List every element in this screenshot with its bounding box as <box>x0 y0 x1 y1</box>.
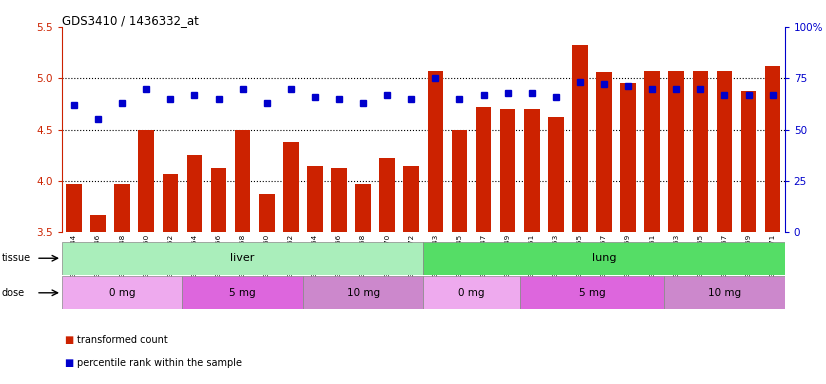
Text: ■: ■ <box>64 335 74 345</box>
Bar <box>183 276 303 309</box>
Bar <box>765 66 781 232</box>
Bar <box>741 91 757 232</box>
Bar <box>596 72 612 232</box>
Text: ■: ■ <box>64 358 74 368</box>
Bar <box>303 276 423 309</box>
Bar <box>548 117 563 232</box>
Bar <box>235 130 250 232</box>
Bar <box>66 184 82 232</box>
Bar <box>423 242 785 275</box>
Text: tissue: tissue <box>2 253 31 263</box>
Bar <box>500 109 515 232</box>
Text: 0 mg: 0 mg <box>458 288 485 298</box>
Text: transformed count: transformed count <box>77 335 168 345</box>
Text: dose: dose <box>2 288 25 298</box>
Bar <box>644 71 660 232</box>
Bar <box>668 71 684 232</box>
Bar <box>452 130 468 232</box>
Bar <box>114 184 130 232</box>
Bar <box>423 276 520 309</box>
Bar <box>717 71 733 232</box>
Text: 10 mg: 10 mg <box>347 288 380 298</box>
Bar <box>307 166 323 232</box>
Bar <box>90 215 106 232</box>
Bar <box>572 45 588 232</box>
Bar <box>62 242 423 275</box>
Bar <box>139 130 154 232</box>
Text: GDS3410 / 1436332_at: GDS3410 / 1436332_at <box>62 14 199 27</box>
Bar <box>259 194 274 232</box>
Bar <box>331 167 347 232</box>
Text: 10 mg: 10 mg <box>708 288 741 298</box>
Bar <box>355 184 371 232</box>
Text: liver: liver <box>230 253 255 263</box>
Bar <box>520 276 664 309</box>
Text: 0 mg: 0 mg <box>109 288 135 298</box>
Bar <box>428 71 444 232</box>
Text: lung: lung <box>591 253 616 263</box>
Bar <box>62 276 183 309</box>
Bar <box>187 155 202 232</box>
Bar <box>692 71 708 232</box>
Bar <box>163 174 178 232</box>
Bar <box>211 167 226 232</box>
Bar <box>524 109 539 232</box>
Bar <box>620 83 636 232</box>
Bar <box>476 107 491 232</box>
Bar <box>379 158 395 232</box>
Text: percentile rank within the sample: percentile rank within the sample <box>77 358 242 368</box>
Text: 5 mg: 5 mg <box>230 288 256 298</box>
Text: 5 mg: 5 mg <box>579 288 605 298</box>
Bar <box>403 166 419 232</box>
Bar <box>283 142 299 232</box>
Bar <box>664 276 785 309</box>
